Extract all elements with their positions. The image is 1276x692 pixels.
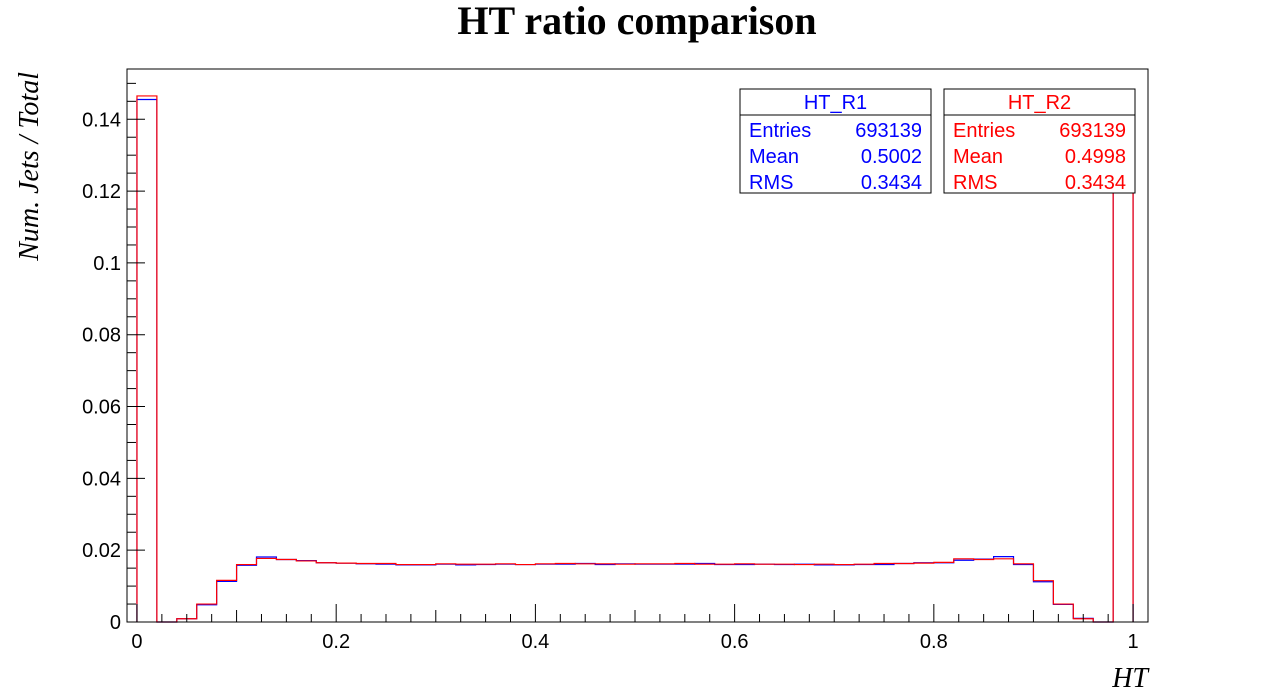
stats-label: Entries (749, 120, 811, 142)
x-tick-label: 0 (131, 631, 142, 653)
stats-label: Mean (953, 146, 1003, 168)
stats-box-title: HT_R1 (804, 92, 867, 114)
x-tick-label: 0.6 (721, 631, 749, 653)
stats-label: RMS (953, 172, 997, 194)
y-tick-label: 0.06 (82, 397, 121, 419)
y-tick-label: 0.12 (82, 181, 121, 203)
stats-value: 0.3434 (1065, 172, 1126, 194)
y-tick-label: 0.08 (82, 325, 121, 347)
x-axis-label: HT (1111, 663, 1150, 692)
y-tick-label: 0.14 (82, 109, 121, 131)
y-tick-label: 0 (110, 612, 121, 634)
stats-box-title: HT_R2 (1008, 92, 1071, 114)
plot-frame (126, 68, 1149, 623)
histogram-ht-r2 (136, 95, 1134, 623)
x-tick-label: 0.8 (920, 631, 948, 653)
histogram-layer (136, 95, 1134, 623)
x-tick-label: 1 (1127, 631, 1138, 653)
stats-value: 693139 (1059, 120, 1126, 142)
stats-label: Mean (749, 146, 799, 168)
y-tick-label: 0.02 (82, 540, 121, 562)
y-tick-label: 0.04 (82, 468, 121, 490)
x-tick-label: 0.4 (521, 631, 549, 653)
stats-label: Entries (953, 120, 1015, 142)
y-tick-label: 0.1 (93, 253, 121, 275)
stats-box-frame (943, 88, 1136, 194)
x-tick-label: 0.2 (322, 631, 350, 653)
stats-value: 0.3434 (861, 172, 922, 194)
stats-value: 0.5002 (861, 146, 922, 168)
stats-box-ht-r2: HT_R2 Entries 693139 Mean 0.4998 RMS 0.3434 (943, 88, 1136, 194)
y-axis-label: Num. Jets / Total (14, 72, 45, 262)
stats-value: 0.4998 (1065, 146, 1126, 168)
stats-value: 693139 (855, 120, 922, 142)
axis-layer: 0 0.2 0.4 0.6 0.8 1 0 0.02 0.04 0.06 0.08 0.1 0.12 0.… (82, 82, 1139, 653)
stats-box-frame (739, 88, 932, 194)
stats-box-ht-r1: HT_R1 Entries 693139 Mean 0.5002 RMS 0.3434 (739, 88, 932, 194)
stats-label: RMS (749, 172, 793, 194)
chart-title: HT ratio comparison (457, 0, 816, 43)
